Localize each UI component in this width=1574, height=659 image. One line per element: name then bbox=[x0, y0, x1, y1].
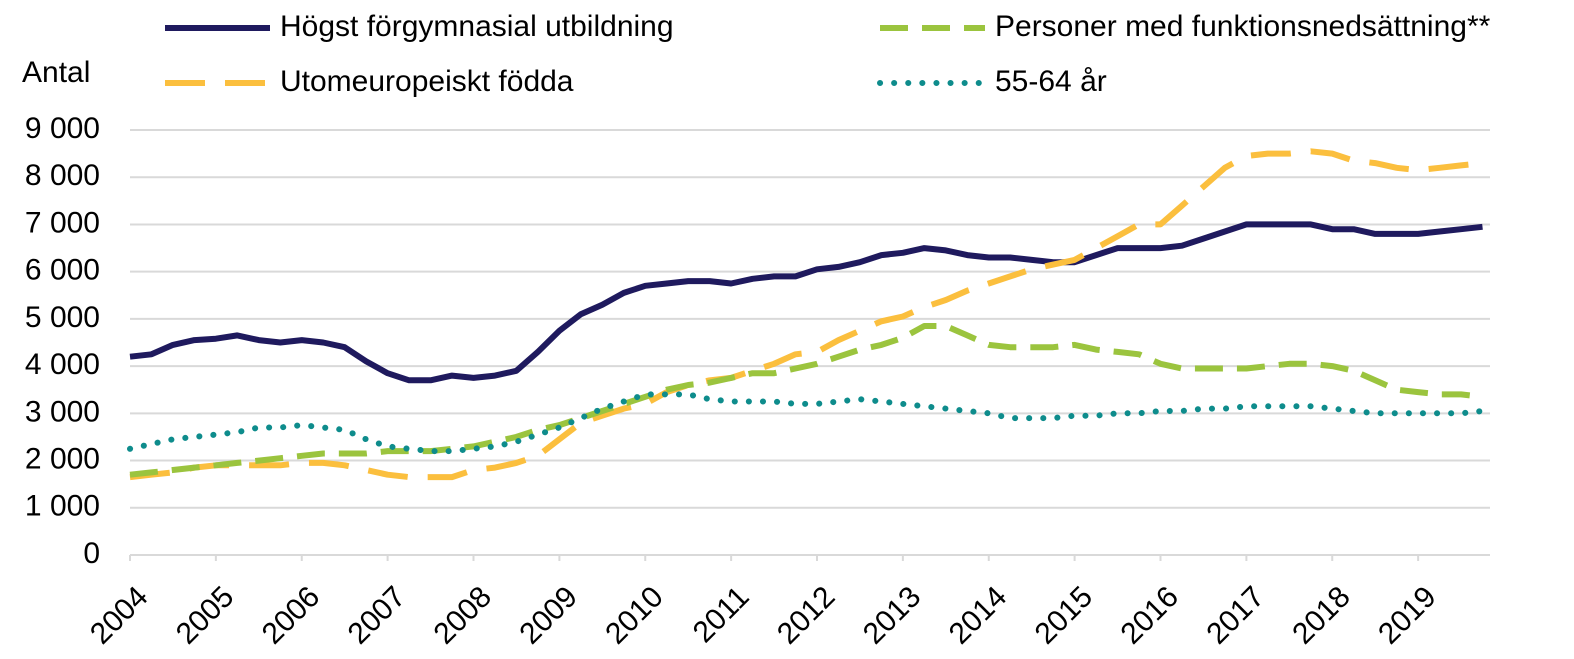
x-tick-label: 2011 bbox=[687, 580, 756, 649]
y-tick-label: 0 bbox=[83, 537, 100, 570]
legend-label: Utomeuropeiskt födda bbox=[280, 65, 574, 98]
y-tick-label: 4 000 bbox=[25, 348, 100, 381]
x-tick-label: 2014 bbox=[943, 580, 1014, 651]
y-tick-label: 2 000 bbox=[25, 442, 100, 475]
x-tick-label: 2010 bbox=[599, 580, 670, 651]
x-tick-label: 2016 bbox=[1115, 580, 1186, 651]
x-tick-label: 2007 bbox=[342, 580, 413, 651]
y-tick-label: 8 000 bbox=[25, 159, 100, 192]
y-tick-label: 9 000 bbox=[25, 112, 100, 145]
x-tick-label: 2018 bbox=[1286, 580, 1357, 651]
y-tick-label: 3 000 bbox=[25, 395, 100, 428]
series-line bbox=[129, 148, 1483, 481]
x-tick-label: 2013 bbox=[857, 580, 928, 651]
y-tick-label: 7 000 bbox=[25, 206, 100, 239]
x-tick-label: 2004 bbox=[84, 580, 155, 651]
series-line bbox=[129, 221, 1483, 384]
x-tick-label: 2017 bbox=[1200, 580, 1271, 651]
x-tick-label: 2019 bbox=[1372, 580, 1443, 651]
x-tick-label: 2006 bbox=[256, 580, 327, 651]
x-tick-label: 2015 bbox=[1029, 580, 1100, 651]
series-line bbox=[129, 323, 1483, 478]
legend-label: Högst förgymnasial utbildning bbox=[280, 10, 674, 43]
x-tick-label: 2009 bbox=[513, 580, 584, 651]
y-tick-label: 1 000 bbox=[25, 490, 100, 523]
y-axis-label: Antal bbox=[22, 56, 90, 89]
x-tick-label: 2012 bbox=[771, 580, 842, 651]
x-tick-label: 2005 bbox=[170, 580, 241, 651]
x-tick-label: 2008 bbox=[428, 580, 499, 651]
legend-label: Personer med funktionsnedsättning** bbox=[995, 10, 1491, 43]
series-line bbox=[127, 391, 1486, 455]
legend-label: 55-64 år bbox=[995, 65, 1107, 98]
y-tick-label: 5 000 bbox=[25, 301, 100, 334]
y-tick-label: 6 000 bbox=[25, 254, 100, 287]
